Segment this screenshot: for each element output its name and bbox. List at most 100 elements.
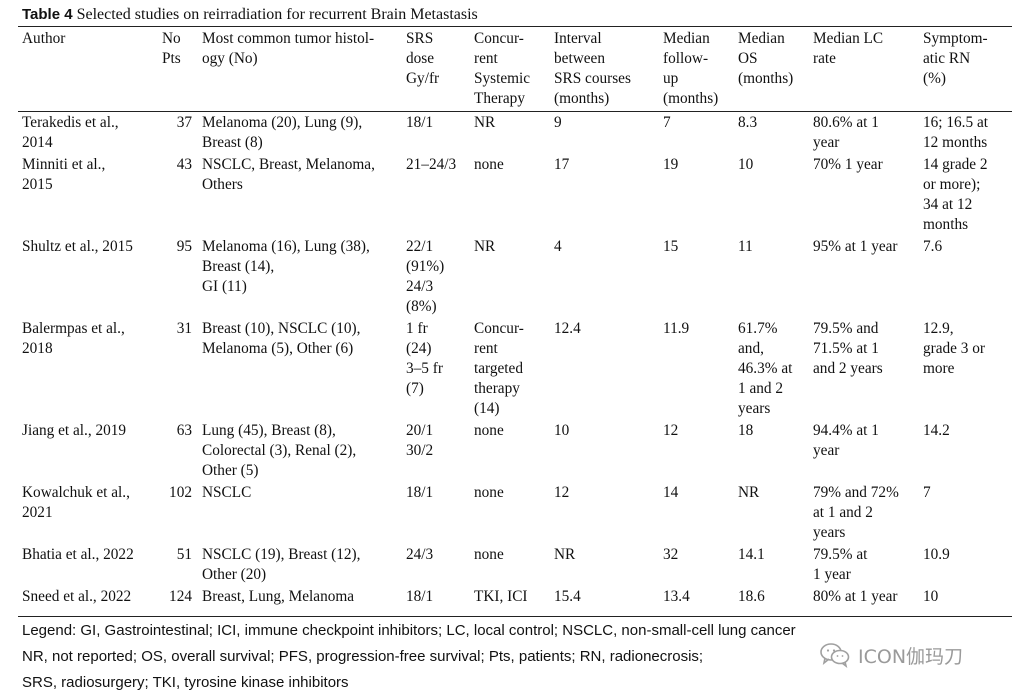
cell-srs-dose: 1 fr (24) 3–5 fr (7) xyxy=(402,317,470,419)
cell-interval: 10 xyxy=(550,419,659,481)
cell-median-lc: 79.5% at 1 year xyxy=(809,543,919,585)
cell-line: 1 and 2 xyxy=(738,380,784,397)
cell-concurrent-therapy: none xyxy=(470,419,550,481)
cell-symptomatic-rn: 12.9, grade 3 or more xyxy=(919,317,1012,419)
cell-follow-up: 7 xyxy=(659,111,734,153)
cell-author: Terakedis et al., 2014 xyxy=(18,111,158,153)
cell-line: 46.3% at xyxy=(738,360,793,377)
cell-symptomatic-rn: 14.2 xyxy=(919,419,1012,481)
header-line: Symptom- xyxy=(923,30,988,47)
cell-interval: 17 xyxy=(550,153,659,235)
cell-line: 79.5% and xyxy=(813,320,879,337)
cell-line: 21–24/3 xyxy=(406,156,457,173)
header-line: Median xyxy=(738,30,785,47)
bottom-rule xyxy=(18,616,1012,617)
cell-line: Lung (45), Breast (8), xyxy=(202,422,336,439)
cell-line: 32 xyxy=(663,546,679,563)
cell-line: (7) xyxy=(406,380,424,397)
cell-line: 51 xyxy=(176,546,192,563)
cell-line: 13.4 xyxy=(663,588,690,605)
cell-no-pts: 37 xyxy=(158,111,198,153)
cell-symptomatic-rn: 16; 16.5 at 12 months xyxy=(919,111,1012,153)
cell-srs-dose: 21–24/3 xyxy=(402,153,470,235)
cell-interval: 12 xyxy=(550,481,659,543)
cell-line: 61.7% xyxy=(738,320,778,337)
cell-author: Sneed et al., 2022 xyxy=(18,585,158,607)
cell-line: 37 xyxy=(176,114,192,131)
column-header-interval: Interval between SRS courses (months) xyxy=(550,27,659,111)
cell-line: Concur- xyxy=(474,320,524,337)
cell-author: Minniti et al., 2015 xyxy=(18,153,158,235)
cell-line: 95% at 1 year xyxy=(813,238,898,255)
cell-interval: NR xyxy=(550,543,659,585)
cell-line: NSCLC xyxy=(202,484,252,501)
table-row: Shultz et al., 2015 95 Melanoma (16), Lung… xyxy=(18,235,1012,317)
header-line: Interval xyxy=(554,30,602,47)
cell-line: Others xyxy=(202,176,243,193)
cell-line: 2015 xyxy=(22,176,53,193)
column-header-concurrent-therapy: Concur-rent Systemic Therapy xyxy=(470,27,550,111)
header-line: SRS courses xyxy=(554,70,631,87)
cell-interval: 4 xyxy=(550,235,659,317)
cell-line: 14.1 xyxy=(738,546,765,563)
cell-line: 94.4% at 1 xyxy=(813,422,879,439)
cell-no-pts: 31 xyxy=(158,317,198,419)
wechat-icon xyxy=(820,642,850,668)
cell-line: 7 xyxy=(663,114,671,131)
table-row: Bhatia et al., 2022 51 NSCLC (19), Breast … xyxy=(18,543,1012,585)
cell-line: 18.6 xyxy=(738,588,765,605)
cell-line: and, xyxy=(738,340,764,357)
column-header-median-lc: Median LC rate xyxy=(809,27,919,111)
cell-no-pts: 63 xyxy=(158,419,198,481)
cell-line: NSCLC, Breast, Melanoma, xyxy=(202,156,375,173)
cell-line: Balermpas et al., xyxy=(22,320,125,337)
cell-median-os: 10 xyxy=(734,153,809,235)
cell-line: 7 xyxy=(923,484,931,501)
table-caption: Table 4 Selected studies on reirradiation… xyxy=(22,4,478,26)
cell-line: 11 xyxy=(738,238,753,255)
cell-line: and 2 years xyxy=(813,360,883,377)
cell-histology: Breast (10), NSCLC (10), Melanoma (5), Ot… xyxy=(198,317,402,419)
cell-line: Terakedis et al., xyxy=(22,114,119,131)
cell-line: Melanoma (20), Lung (9), xyxy=(202,114,363,131)
cell-follow-up: 19 xyxy=(659,153,734,235)
cell-line: 1 year xyxy=(813,566,851,583)
cell-line: Breast, Lung, Melanoma xyxy=(202,588,355,605)
cell-srs-dose: 20/1 30/2 xyxy=(402,419,470,481)
cell-line: 22/1 xyxy=(406,238,434,255)
cell-no-pts: 43 xyxy=(158,153,198,235)
cell-no-pts: 124 xyxy=(158,585,198,607)
table-body: Terakedis et al., 2014 37 Melanoma (20), Lu… xyxy=(18,111,1012,607)
cell-line: 63 xyxy=(176,422,192,439)
cell-line: 14 xyxy=(663,484,679,501)
cell-line: Melanoma (5), Other (6) xyxy=(202,340,354,357)
cell-symptomatic-rn: 14 grade 2 or more); 34 at 12 months xyxy=(919,153,1012,235)
cell-concurrent-therapy: Concur-rent targeted therapy (14) xyxy=(470,317,550,419)
cell-line: 12 xyxy=(663,422,679,439)
cell-author: Shultz et al., 2015 xyxy=(18,235,158,317)
header-line: ogy (No) xyxy=(202,50,258,67)
cell-line: 80% at 1 year xyxy=(813,588,898,605)
cell-line: 3–5 fr xyxy=(406,360,443,377)
cell-srs-dose: 22/1 (91%) 24/3 (8%) xyxy=(402,235,470,317)
cell-line: (8%) xyxy=(406,298,437,315)
cell-line: months xyxy=(923,216,969,233)
header-line: (months) xyxy=(738,70,794,87)
cell-concurrent-therapy: TKI, ICI xyxy=(470,585,550,607)
cell-line: 19 xyxy=(663,156,679,173)
cell-concurrent-therapy: none xyxy=(470,543,550,585)
header-line: OS xyxy=(738,50,758,67)
header-line: No xyxy=(162,30,181,47)
cell-line: 12.4 xyxy=(554,320,581,337)
column-header-author: Author xyxy=(18,27,158,111)
cell-line: Other (5) xyxy=(202,462,259,479)
cell-line: 30/2 xyxy=(406,442,434,459)
cell-author: Jiang et al., 2019 xyxy=(18,419,158,481)
cell-line: 1 fr xyxy=(406,320,428,337)
cell-symptomatic-rn: 10.9 xyxy=(919,543,1012,585)
cell-srs-dose: 18/1 xyxy=(402,585,470,607)
cell-median-os: 18 xyxy=(734,419,809,481)
cell-median-os: 61.7% and, 46.3% at 1 and 2 years xyxy=(734,317,809,419)
cell-author: Balermpas et al., 2018 xyxy=(18,317,158,419)
cell-author: Kowalchuk et al., 2021 xyxy=(18,481,158,543)
